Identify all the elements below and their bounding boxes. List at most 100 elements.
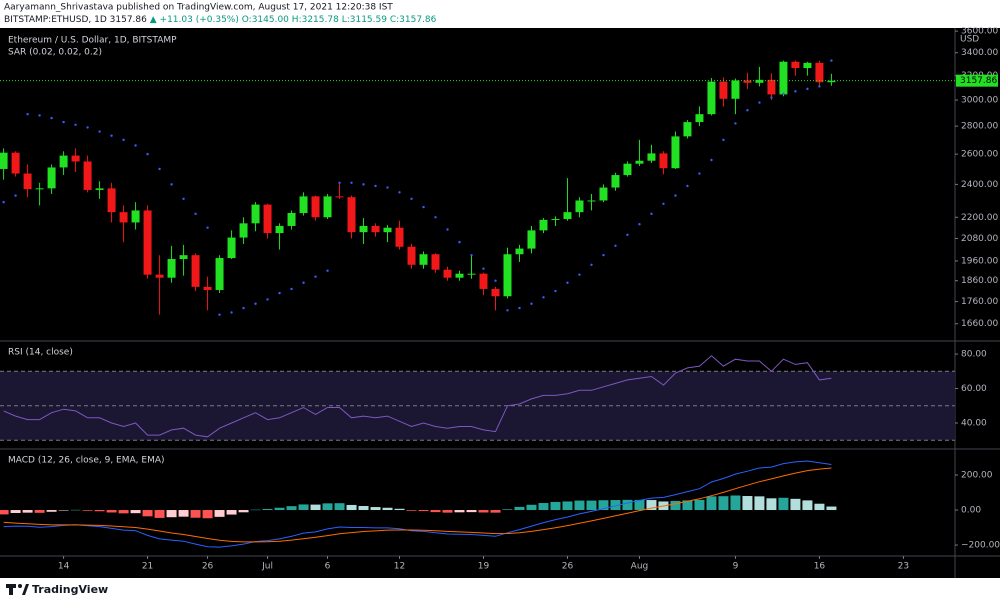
author-line: Aaryamann_Shrivastava published on Tradi… xyxy=(4,3,393,13)
candle-body xyxy=(575,200,584,213)
macd-histogram-bar xyxy=(250,509,261,511)
x-tick-label: 26 xyxy=(202,562,214,572)
macd-histogram-bar xyxy=(286,506,297,511)
macd-histogram-bar xyxy=(622,499,633,511)
sar-dot xyxy=(602,253,605,257)
macd-histogram-bar xyxy=(586,500,597,511)
candle-body xyxy=(131,210,140,223)
candle-body xyxy=(419,254,428,265)
candle-body xyxy=(815,62,824,83)
x-tick-label: 23 xyxy=(898,562,909,572)
candle-body xyxy=(767,79,776,95)
sar-dot xyxy=(770,96,773,99)
candle-body xyxy=(275,225,284,234)
candle-body xyxy=(359,225,368,233)
y-tick-label: 1860.00 xyxy=(961,276,998,286)
line xyxy=(3,467,832,543)
logo-icon xyxy=(18,584,22,588)
macd-histogram-bar xyxy=(442,510,453,513)
macd-histogram-bar xyxy=(346,504,357,511)
sar-dot xyxy=(434,216,437,219)
macd-histogram-bar xyxy=(754,496,765,511)
candle-body xyxy=(71,155,80,162)
macd-histogram-bar xyxy=(10,510,21,513)
last-price-label: 3157.86 xyxy=(960,76,997,86)
sar-dot xyxy=(62,120,65,124)
sar-dot xyxy=(638,223,641,226)
candle-body xyxy=(683,122,692,137)
x-tick-label: 9 xyxy=(733,562,739,572)
candle-body xyxy=(0,152,8,169)
sar-dot xyxy=(530,302,533,305)
close: C:3157.86 xyxy=(390,15,437,25)
y-tick-label: 1960.00 xyxy=(961,256,998,266)
candle-body xyxy=(563,212,572,219)
sar-dot xyxy=(314,275,317,278)
macd-histogram-bar xyxy=(106,510,117,513)
x-tick-label: Jul xyxy=(261,562,273,572)
candle-body xyxy=(299,196,308,213)
candle-body xyxy=(383,227,392,233)
candle-body xyxy=(467,273,476,275)
sar-dot xyxy=(146,152,149,156)
symbol: BITSTAMP:ETHUSD, 1D xyxy=(4,15,107,25)
candle-body xyxy=(443,269,452,278)
candle-body xyxy=(371,225,380,233)
candle-body xyxy=(431,254,440,270)
y-tick-label: −200.00 xyxy=(961,541,1000,551)
y-tick-label: 2600.00 xyxy=(961,150,998,160)
sar-dot xyxy=(278,291,281,295)
candle-body xyxy=(287,212,296,226)
sar-dot xyxy=(86,126,89,129)
candle-body xyxy=(11,152,20,174)
y-tick-label: 1660.00 xyxy=(961,319,998,329)
y-tick-label: 60.00 xyxy=(961,384,987,394)
candle-body xyxy=(95,188,104,190)
macd-histogram-bar xyxy=(70,509,81,511)
macd-histogram-bar xyxy=(82,510,93,511)
candle-body xyxy=(83,161,92,190)
candle-body xyxy=(203,286,212,290)
macd-histogram-bar xyxy=(322,503,333,511)
line xyxy=(3,460,832,548)
candle-body xyxy=(755,79,764,83)
macd-histogram-bar xyxy=(22,510,33,513)
logo-icon xyxy=(6,584,16,588)
macd-histogram-bar xyxy=(778,497,789,511)
sar-dot xyxy=(626,233,629,237)
sar-dot xyxy=(650,212,653,216)
candle-body xyxy=(599,187,608,201)
macd-histogram-bar xyxy=(310,504,321,511)
candle-body xyxy=(59,155,68,168)
y-tick-label: 200.00 xyxy=(961,471,993,481)
sar-dot xyxy=(254,302,257,305)
y-tick-label: 1760.00 xyxy=(961,297,998,307)
sar-dot xyxy=(98,130,101,133)
sar-dot xyxy=(158,167,161,171)
x-tick-label: 14 xyxy=(58,562,70,572)
macd-histogram-bar xyxy=(226,510,237,515)
candle-body xyxy=(35,188,44,190)
macd-histogram-bar xyxy=(610,500,621,511)
last-price: 3157.86 xyxy=(110,15,147,25)
macd-histogram-bar xyxy=(166,510,177,518)
sar-dot xyxy=(446,228,449,231)
sar-dot xyxy=(110,134,113,137)
macd-pane-title: MACD (12, 26, close, 9, EMA, EMA) xyxy=(8,456,165,466)
sar-dot xyxy=(194,212,197,216)
macd-histogram-bar xyxy=(490,510,501,513)
candle-body xyxy=(47,167,56,189)
candle-body xyxy=(323,196,332,218)
logo-icon xyxy=(22,584,29,595)
macd-histogram-bar xyxy=(454,510,465,513)
y-tick-label: 2800.00 xyxy=(961,122,998,132)
sar-dot xyxy=(422,205,425,209)
candle-body xyxy=(623,163,632,176)
logo-icon xyxy=(9,588,13,595)
price-pane-title: Ethereum / U.S. Dollar, 1D, BITSTAMP xyxy=(8,36,177,46)
candle-body xyxy=(491,288,500,297)
macd-histogram-bar xyxy=(430,510,441,513)
candle-body xyxy=(803,62,812,69)
sar-dot xyxy=(710,158,713,162)
